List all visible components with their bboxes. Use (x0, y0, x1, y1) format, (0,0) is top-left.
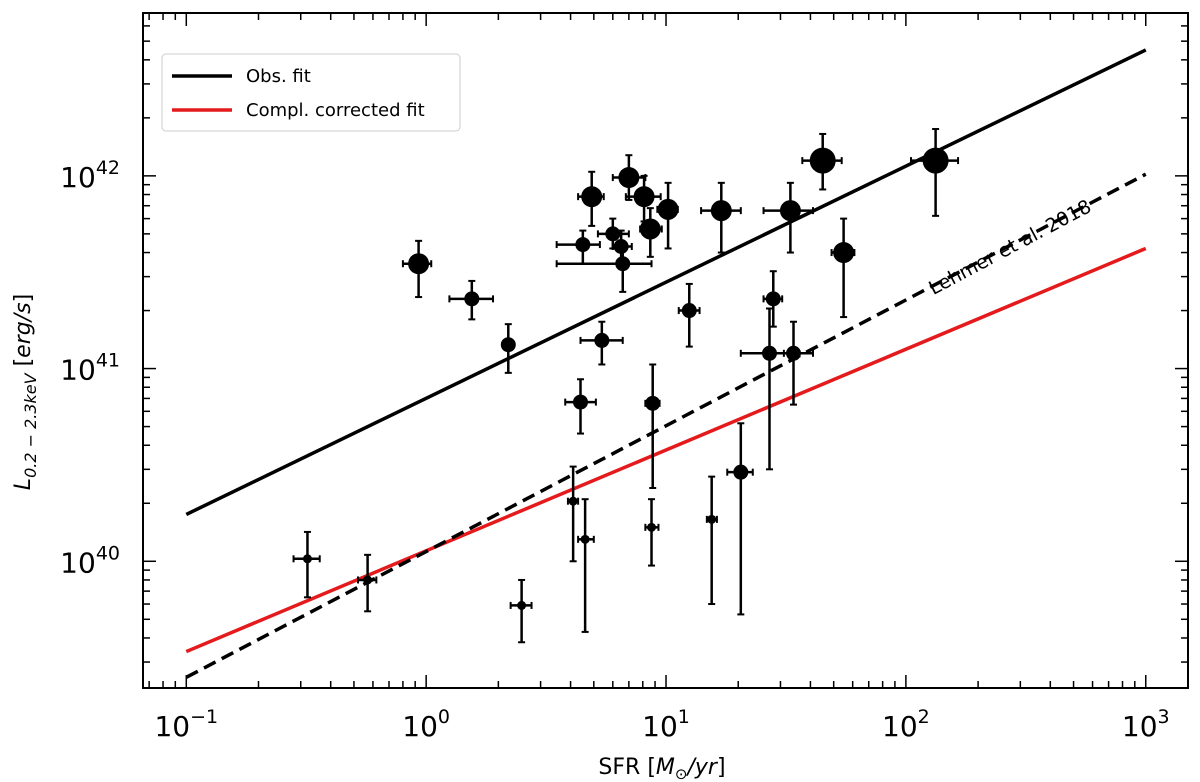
data-point (677, 282, 701, 348)
data-point (639, 207, 663, 258)
data-marker (581, 186, 603, 208)
data-marker (464, 291, 480, 307)
data-marker (594, 332, 610, 348)
data-point (292, 530, 321, 599)
data-point (596, 217, 630, 250)
data-point (579, 320, 624, 366)
data-marker (517, 600, 527, 610)
data-marker (710, 200, 732, 222)
data-marker (833, 242, 855, 264)
data-marker (779, 200, 801, 222)
data-marker (809, 147, 836, 174)
y-tick-label: 1041 (60, 350, 120, 387)
y-axis-label: L0.2 − 2.3keV [erg/s] (11, 294, 40, 490)
data-point (555, 241, 653, 293)
data-point (500, 323, 516, 374)
x-axis-label-name: SFR (598, 755, 640, 780)
data-marker (657, 198, 679, 220)
y-axis-label-sub: 0.2 − 2.3keV (21, 372, 40, 478)
data-marker (681, 303, 697, 319)
data-marker (645, 395, 661, 411)
legend: Obs. fit Compl. corrected fit (161, 53, 461, 132)
data-marker (575, 237, 591, 253)
y-tick-label: 1042 (60, 157, 120, 194)
data-marker (647, 522, 657, 532)
data-point (644, 498, 660, 567)
data-marker (568, 496, 578, 506)
data-point (564, 378, 597, 435)
data-point (566, 465, 580, 563)
data-point (611, 154, 647, 201)
y-axis-label-unit: erg/s (11, 302, 36, 357)
data-marker (761, 345, 777, 361)
x-axis-label-unit-sub: ⊙ (675, 765, 688, 782)
x-axis-label: SFR [M⊙/yr] (598, 755, 725, 782)
data-point (448, 279, 495, 321)
data-point (700, 181, 742, 254)
x-axis-label-unit: M (656, 755, 675, 780)
data-point (577, 498, 595, 633)
data-marker (408, 253, 430, 275)
data-point (357, 553, 378, 613)
data-point (739, 307, 795, 471)
x-tick-label: 103 (1122, 706, 1170, 743)
data-point (830, 217, 856, 319)
x-tick-label: 101 (642, 706, 690, 743)
data-point (762, 181, 815, 254)
data-marker (633, 186, 655, 208)
data-point (801, 132, 843, 191)
data-point (656, 181, 679, 250)
data-marker (613, 238, 629, 254)
chart-marks (185, 48, 1147, 679)
legend-label-obs-fit: Obs. fit (246, 66, 311, 87)
data-marker (707, 514, 717, 524)
data-point (509, 578, 533, 644)
data-marker (786, 345, 802, 361)
fit-line-lehmer-2018 (185, 172, 1147, 679)
data-marker (500, 337, 516, 353)
x-tick-label: 100 (402, 706, 450, 743)
data-marker (302, 554, 312, 564)
data-marker (580, 534, 590, 544)
data-marker (639, 218, 661, 240)
data-marker (572, 394, 588, 410)
fit-line-compl-corrected-fit (185, 246, 1147, 654)
legend-label-compl-corrected-fit: Compl. corrected fit (246, 100, 425, 121)
data-marker (605, 226, 621, 242)
x-tick-label: 10−1 (154, 706, 218, 743)
annotation-lehmer: Lehmer et al. 2018 (925, 196, 1095, 300)
data-marker (615, 256, 631, 272)
data-point (705, 475, 718, 606)
legend-box (161, 53, 461, 132)
data-point (644, 363, 661, 490)
axes: 10−1 100 101 102 103 1040 1041 1042 (60, 12, 1189, 743)
x-tick-label: 102 (882, 706, 930, 743)
y-tick-label: 1040 (60, 542, 120, 579)
data-marker (618, 167, 640, 189)
data-point (555, 229, 601, 265)
fit-line-obs-fit (185, 48, 1147, 517)
data-point (762, 270, 784, 328)
data-point (726, 422, 754, 616)
data-point (401, 239, 433, 299)
data-marker (363, 575, 373, 585)
data-point (909, 128, 960, 217)
data-marker (765, 291, 781, 307)
data-marker (733, 464, 749, 480)
data-marker (922, 147, 949, 174)
x-axis-label-unit-rest: /yr (685, 755, 718, 780)
data-point (624, 174, 662, 223)
y-axis-label-name: L (11, 478, 36, 490)
data-point (577, 170, 605, 227)
data-point (782, 320, 815, 406)
